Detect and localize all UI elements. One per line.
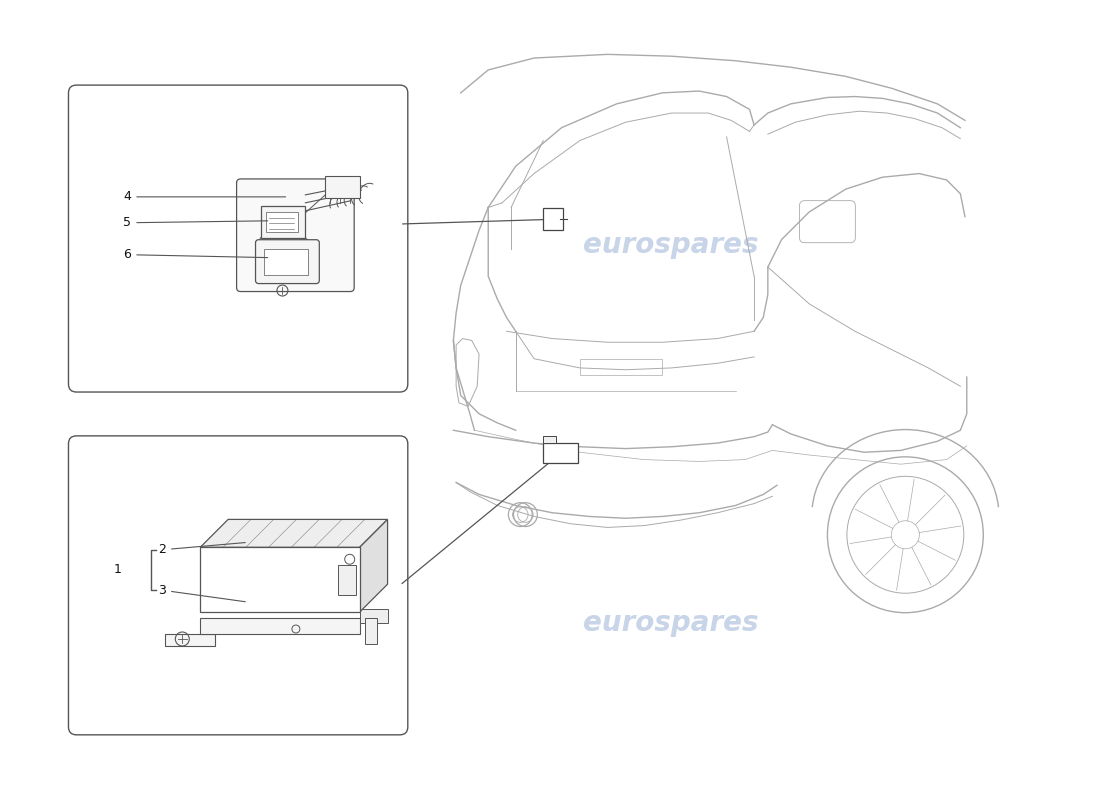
Bar	[266, 212, 298, 232]
Bar	[165, 634, 216, 646]
FancyBboxPatch shape	[68, 85, 408, 392]
Polygon shape	[200, 519, 387, 547]
Bar	[338, 565, 355, 594]
FancyBboxPatch shape	[255, 240, 319, 283]
Bar	[200, 618, 360, 634]
Bar	[261, 206, 306, 238]
FancyBboxPatch shape	[68, 436, 408, 735]
Text: 6: 6	[123, 248, 267, 261]
Text: eurospares: eurospares	[84, 610, 260, 638]
Text: 4: 4	[123, 190, 286, 203]
Bar	[543, 436, 557, 443]
Text: eurospares: eurospares	[583, 610, 758, 638]
Text: 5: 5	[123, 216, 267, 230]
Text: 3: 3	[158, 584, 245, 602]
Text: eurospares: eurospares	[84, 230, 260, 258]
Text: 2: 2	[158, 542, 245, 556]
Bar	[200, 547, 360, 612]
Bar	[543, 443, 579, 463]
Bar	[543, 208, 563, 230]
Bar	[580, 358, 662, 375]
Bar	[365, 618, 376, 644]
Text: eurospares: eurospares	[583, 230, 758, 258]
Polygon shape	[360, 519, 387, 612]
Bar	[326, 176, 360, 198]
Text: 1: 1	[113, 563, 121, 577]
Bar	[360, 609, 387, 623]
FancyBboxPatch shape	[236, 179, 354, 291]
Bar	[264, 249, 308, 274]
